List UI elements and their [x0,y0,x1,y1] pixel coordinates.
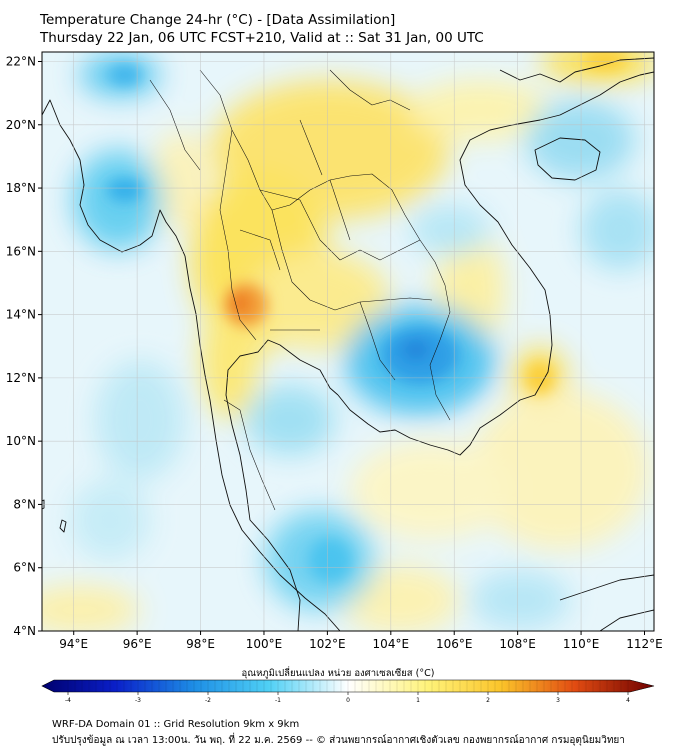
lon-tick-label: 110°E [563,637,600,651]
colorbar-tick-label: -3 [135,697,141,704]
lon-tick-label: 108°E [499,637,536,651]
longitude-axis: 94°E 96°E 98°E 100°E 102°E 104°E 106°E 108°E 110… [59,631,663,651]
coastline [42,57,654,631]
lon-tick-label: 98°E [186,637,215,651]
footer-domain-info: WRF-DA Domain 01 :: Grid Resolution 9km … [52,719,300,730]
lat-tick-label: 16°N [6,244,36,258]
temperature-field [42,52,654,631]
lat-tick-label: 8°N [13,497,36,511]
lon-tick-label: 104°E [373,637,410,651]
colorbar-ticks: -4 -3 -2 -1 0 1 2 3 4 [65,680,630,704]
lon-tick-label: 94°E [59,637,88,651]
lat-tick-label: 6°N [13,561,36,575]
colorbar-bar [41,679,655,693]
lon-tick-label: 106°E [436,637,473,651]
colorbar: -4 -3 -2 -1 0 1 2 3 4 [41,679,655,704]
lon-tick-label: 100°E [246,637,283,651]
lon-tick-label: 112°E [626,637,663,651]
colorbar-tick-label: -1 [275,697,281,704]
colorbar-tick-label: 0 [346,697,350,704]
latitude-axis: 22°N 20°N 18°N 16°N 14°N 12°N 10°N 8°N 6°N 4°N [6,54,42,638]
colorbar-tick-label: 1 [416,697,420,704]
lat-tick-label: 22°N [6,54,36,68]
colorbar-tick-label: -4 [65,697,71,704]
footer-update-info: ปรับปรุงข้อมูล ณ เวลา 13:00น. วัน พฤ. ที… [52,735,625,746]
lat-tick-label: 10°N [6,434,36,448]
colorbar-tick-label: -2 [205,697,211,704]
lon-tick-label: 96°E [123,637,152,651]
province-borders [149,69,451,511]
lat-tick-label: 4°N [13,624,36,638]
lat-tick-label: 18°N [6,181,36,195]
map-title: Temperature Change 24-hr (°C) - [Data As… [40,12,396,28]
lon-tick-label: 102°E [309,637,346,651]
map-subtitle: Thursday 22 Jan, 06 UTC FCST+210, Valid … [40,30,484,46]
lat-tick-label: 14°N [6,308,36,322]
plot-frame [41,51,655,632]
lat-tick-label: 20°N [6,118,36,132]
colorbar-tick-label: 2 [486,697,490,704]
colorbar-label: อุณหภูมิเปลี่ยนแปลง หน่วย องศาเซลเซียส (… [241,668,435,679]
colorbar-tick-label: 3 [556,697,560,704]
colorbar-tick-label: 4 [626,697,630,704]
lat-tick-label: 12°N [6,371,36,385]
